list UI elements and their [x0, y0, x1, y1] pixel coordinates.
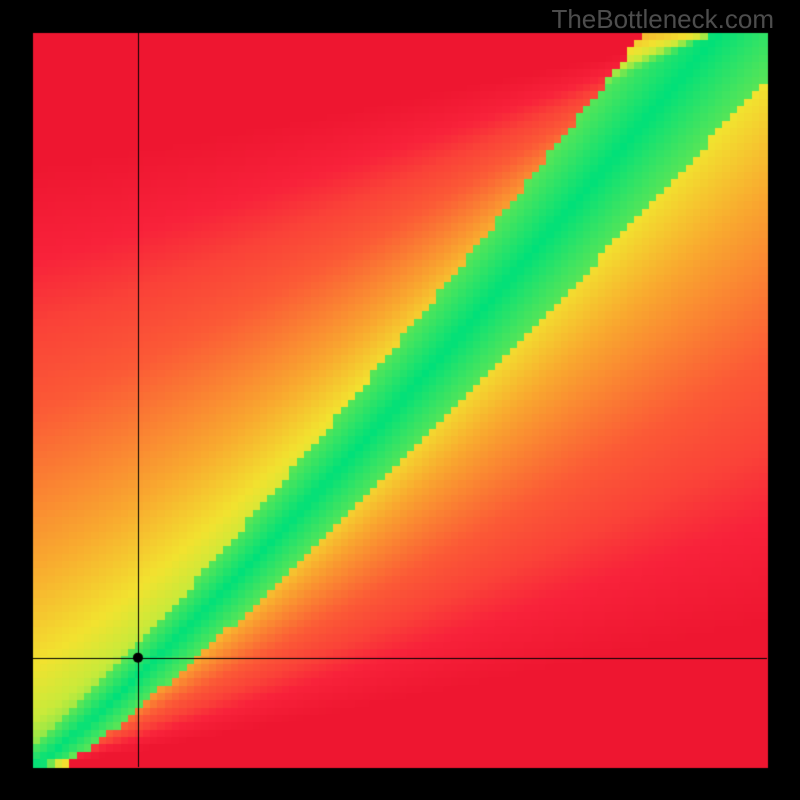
- bottleneck-heatmap: [0, 0, 800, 800]
- chart-root: TheBottleneck.com: [0, 0, 800, 800]
- watermark-text: TheBottleneck.com: [551, 4, 774, 35]
